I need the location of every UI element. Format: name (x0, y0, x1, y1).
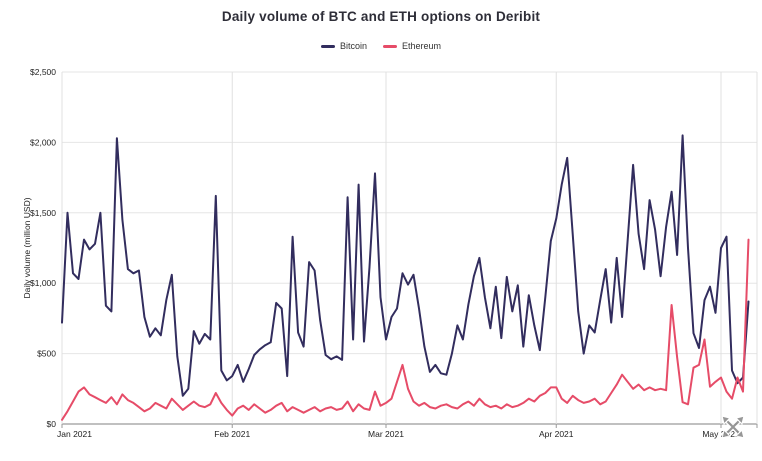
legend-item-bitcoin[interactable]: Bitcoin (320, 41, 367, 51)
x-tick-label: Feb 2021 (214, 429, 250, 439)
x-tick-label: Jan 2021 (57, 429, 92, 439)
x-tick-label: May 2021 (702, 429, 740, 439)
x-tick-label: Mar 2021 (368, 429, 404, 439)
legend-label: Ethereum (401, 41, 442, 51)
y-tick-label: $0 (47, 419, 57, 429)
legend-label: Bitcoin (339, 41, 367, 51)
y-tick-label: $500 (37, 349, 56, 359)
y-tick-label: $2,500 (30, 67, 56, 77)
y-tick-label: $2,000 (30, 137, 56, 147)
ethereum-line (61, 238, 750, 421)
move-icon[interactable] (719, 413, 747, 441)
legend-item-ethereum[interactable]: Ethereum (382, 41, 442, 51)
legend-swatch-bitcoin (320, 44, 335, 48)
y-tick-label: $1,500 (30, 208, 56, 218)
legend-swatch-ethereum (382, 44, 397, 48)
y-tick-label: $1,000 (30, 278, 56, 288)
x-tick-label: Apr 2021 (539, 429, 574, 439)
chart-legend: Bitcoin Ethereum (0, 41, 762, 51)
bitcoin-line (61, 134, 750, 397)
chart-title: Daily volume of BTC and ETH options on D… (221, 9, 541, 24)
